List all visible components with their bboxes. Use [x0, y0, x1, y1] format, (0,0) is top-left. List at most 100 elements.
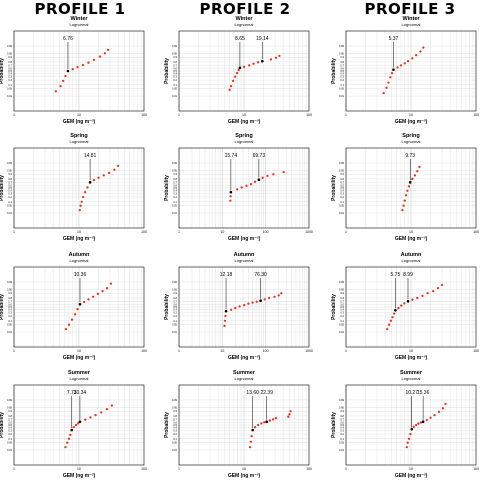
- data-point: [94, 414, 97, 417]
- data-point: [437, 410, 441, 413]
- annotation-label: 9.73: [405, 153, 415, 159]
- y-tick-label: 0.9: [8, 291, 12, 295]
- x-tick-label: 100: [141, 349, 147, 353]
- y-tick-label: 0.05: [172, 204, 178, 208]
- y-tick-label: 0.9: [173, 291, 177, 295]
- y-axis-label: Probability: [164, 58, 170, 84]
- data-point: [61, 79, 65, 82]
- y-tick-label: 0.6: [173, 66, 177, 70]
- data-point: [412, 425, 415, 429]
- chart-subtitle: Lognormal: [235, 376, 254, 381]
- data-point: [233, 75, 237, 78]
- data-point: [416, 170, 419, 173]
- data-point: [84, 418, 87, 421]
- y-tick-label: 0.99: [339, 280, 345, 284]
- plot-frame: [178, 30, 310, 112]
- data-point: [253, 180, 257, 183]
- x-tick-label: 1000: [305, 349, 313, 353]
- probability-plot-p3-winter: WinterLognormal0.010.050.10.20.30.40.50.…: [331, 16, 479, 125]
- data-point: [280, 292, 283, 295]
- y-tick-label: 0.05: [339, 204, 345, 208]
- data-point: [89, 416, 92, 419]
- y-tick-label: 0.4: [8, 308, 12, 312]
- x-tick-label: 10: [77, 113, 81, 117]
- x-tick-label: 100: [473, 349, 479, 353]
- data-point: [409, 432, 412, 436]
- data-point: [107, 171, 111, 175]
- data-point: [289, 410, 292, 413]
- y-tick-label: 0.6: [340, 302, 344, 306]
- y-tick-label: 0.9: [340, 172, 344, 176]
- y-tick-label: 0.7: [8, 417, 12, 421]
- y-tick-label: 0.99: [172, 398, 178, 402]
- y-tick-label: 0.05: [7, 441, 13, 445]
- chart-subtitle: Lognormal: [235, 22, 254, 27]
- data-point: [228, 88, 231, 91]
- y-tick-label: 0.1: [8, 200, 12, 204]
- x-tick-label: 100: [141, 113, 147, 117]
- y-tick-label: 0.6: [173, 420, 177, 424]
- data-point: [256, 61, 260, 64]
- y-tick-label: 0.8: [340, 60, 344, 64]
- chart-title: Winter: [70, 16, 88, 22]
- chart-title: Spring: [70, 133, 87, 139]
- data-point: [263, 298, 266, 301]
- annotation-marker: [408, 181, 412, 184]
- x-axis-label: GEM (ng m⁻³): [228, 119, 261, 125]
- y-tick-label: 0.4: [340, 189, 344, 193]
- data-point: [229, 199, 232, 202]
- data-point: [269, 58, 273, 61]
- data-point: [407, 185, 411, 188]
- y-tick-label: 0.01: [172, 448, 178, 452]
- data-point: [271, 418, 275, 421]
- y-tick-label: 0.6: [8, 183, 12, 187]
- chart-title: Summer: [233, 370, 256, 376]
- data-point: [255, 300, 258, 303]
- data-point: [407, 437, 411, 440]
- y-tick-label: 0.2: [173, 78, 177, 82]
- data-point: [96, 292, 99, 295]
- data-point: [392, 312, 396, 315]
- annotation-marker: [392, 68, 395, 71]
- x-axis-label: GEM (ng m⁻³): [63, 119, 96, 125]
- y-tick-label: 0.1: [8, 83, 12, 87]
- data-point: [70, 318, 74, 321]
- y-tick-label: 0.05: [339, 323, 345, 327]
- x-tick-label: 10: [409, 113, 413, 117]
- x-tick-label: 100: [473, 113, 479, 117]
- data-point: [440, 283, 444, 287]
- y-tick-label: 0.05: [7, 323, 13, 327]
- annotation-marker: [251, 428, 254, 432]
- y-tick-label: 0.05: [7, 204, 13, 208]
- y-tick-label: 0.99: [7, 398, 13, 402]
- data-point: [406, 441, 409, 444]
- y-tick-label: 0.8: [173, 60, 177, 64]
- y-tick-label: 0.1: [340, 83, 344, 87]
- y-tick-label: 0.2: [340, 314, 344, 318]
- y-tick-label: 0.3: [173, 429, 177, 433]
- y-tick-label: 0.5: [173, 423, 177, 427]
- data-point: [260, 422, 263, 425]
- y-tick-label: 0.6: [8, 302, 12, 306]
- data-point: [73, 313, 77, 316]
- y-tick-label: 0.2: [173, 195, 177, 199]
- x-tick-label: 100: [263, 230, 269, 234]
- x-tick-label: 100: [306, 467, 312, 471]
- annotation-label: 5.75: [391, 272, 401, 278]
- plot-frame: [178, 147, 310, 229]
- x-tick-label: 10: [409, 230, 413, 234]
- data-point: [109, 282, 113, 285]
- data-point: [274, 416, 278, 420]
- data-point: [403, 199, 406, 202]
- data-point: [404, 194, 408, 197]
- data-point: [113, 168, 116, 171]
- x-axis-label: GEM (ng m⁻³): [395, 236, 428, 242]
- probability-plot-p2-summer: SummerLognormal0.010.050.10.20.30.40.50.…: [164, 370, 312, 479]
- x-tick-label: 1: [345, 113, 347, 117]
- data-point: [272, 173, 275, 176]
- y-tick-label: 0.3: [8, 311, 12, 315]
- data-point: [83, 190, 87, 194]
- data-point: [59, 84, 62, 88]
- y-tick-label: 0.01: [172, 94, 178, 98]
- data-point: [387, 81, 390, 84]
